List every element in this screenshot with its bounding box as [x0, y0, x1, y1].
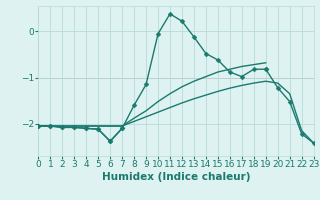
X-axis label: Humidex (Indice chaleur): Humidex (Indice chaleur)	[102, 172, 250, 182]
